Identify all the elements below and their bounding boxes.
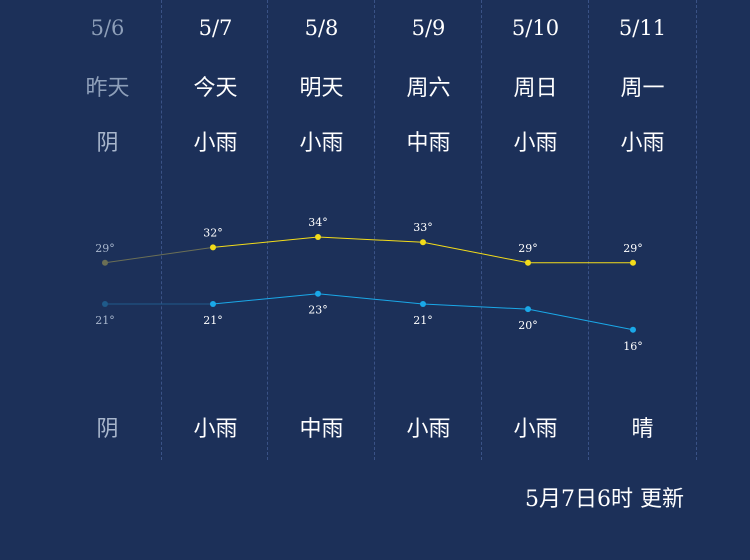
low-temp-label: 21°	[203, 314, 223, 327]
low-point	[420, 301, 426, 307]
low-line-segment	[212, 293, 319, 305]
high-temp-label: 29°	[95, 242, 115, 255]
high-point	[102, 259, 108, 266]
low-point	[210, 301, 216, 307]
low-point	[525, 306, 531, 313]
day-weather: 小雨	[513, 131, 558, 156]
temperature-chart: 29° 32° 34° 33° 29° 29° 21° 21° 23° 21° 20° 16°	[95, 216, 643, 353]
high-temp-label: 32°	[203, 226, 223, 239]
day-weather: 小雨	[299, 131, 344, 156]
low-line-segment	[317, 293, 424, 305]
date-label: 5/8	[304, 16, 339, 40]
date-label: 5/11	[618, 16, 667, 40]
day-column: 5/11 周一小雨晴	[588, 0, 697, 460]
low-temp-label: 21°	[95, 314, 115, 327]
high-temp-label: 34°	[308, 216, 328, 229]
day-label: 周一	[620, 76, 665, 101]
night-weather: 阴	[96, 417, 119, 442]
high-point	[525, 259, 531, 266]
day-label: 周六	[406, 76, 451, 101]
high-line-segment	[212, 236, 319, 248]
low-temp-label: 20°	[518, 319, 538, 332]
day-weather: 小雨	[620, 131, 665, 156]
update-time: 5月7日6时 更新	[525, 487, 684, 512]
night-weather: 小雨	[193, 417, 238, 442]
day-column: 5/7 今天 小雨 小雨	[161, 0, 269, 460]
low-point	[315, 290, 321, 297]
day-label: 明天	[299, 76, 344, 101]
day-column: 5/9 周六中雨小雨	[374, 0, 482, 460]
day-weather: 中雨	[406, 131, 451, 156]
low-temp-label: 21°	[413, 314, 433, 327]
high-temp-label: 29°	[518, 242, 538, 255]
night-weather: 小雨	[513, 417, 558, 442]
day-column: 5/6 昨天阴阴	[54, 0, 161, 460]
date-label: 5/6	[90, 16, 125, 40]
high-line-segment	[104, 246, 214, 264]
low-line-segment	[527, 308, 634, 331]
date-label: 5/7	[198, 16, 233, 40]
high-point	[630, 259, 636, 266]
high-temp-label: 29°	[623, 242, 643, 255]
high-temp-label: 33°	[413, 221, 433, 234]
high-line-segment	[422, 241, 529, 264]
day-column: 5/10 周日 小雨 小雨	[481, 0, 589, 460]
high-line-segment	[317, 236, 424, 243]
night-weather: 中雨	[299, 417, 344, 442]
date-label: 5/10	[511, 16, 560, 40]
low-line-segment	[422, 303, 529, 310]
day-weather: 阴	[96, 131, 119, 156]
high-point	[420, 239, 426, 246]
low-point	[102, 301, 108, 307]
low-temp-label: 16°	[623, 340, 643, 353]
day-column: 5/8 明天小雨中雨	[267, 0, 375, 460]
day-label: 昨天	[85, 76, 130, 101]
low-point	[630, 326, 636, 333]
day-label: 今天	[193, 76, 238, 101]
date-label: 5/9	[411, 16, 446, 40]
day-label: 周日	[513, 76, 558, 101]
high-point	[210, 244, 216, 251]
high-point	[315, 234, 321, 241]
low-temp-label: 23°	[308, 304, 328, 317]
night-weather: 晴	[631, 417, 654, 442]
day-weather: 小雨	[193, 131, 238, 156]
night-weather: 小雨	[406, 417, 451, 442]
